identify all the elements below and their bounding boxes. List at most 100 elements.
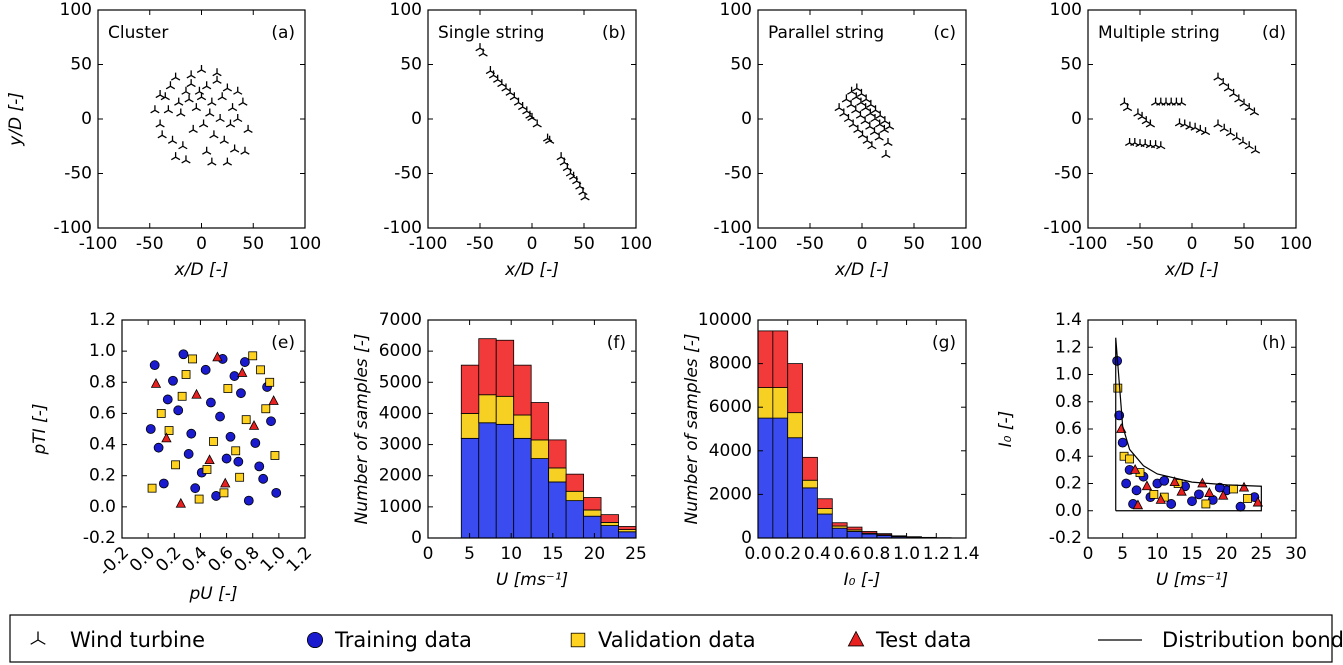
- turbine: [194, 86, 205, 95]
- training-point: [1235, 501, 1246, 512]
- y-tick-label: -100: [1043, 218, 1082, 238]
- training-point: [211, 491, 222, 501]
- histogram-bar: [495, 395, 515, 425]
- y-tick-label: 0: [411, 528, 422, 548]
- turbine: [1213, 72, 1223, 81]
- x-tick-label: 0.6: [834, 544, 861, 564]
- x-tick-label: 10: [1147, 544, 1169, 564]
- test-point: [237, 367, 248, 377]
- test-point: [161, 432, 172, 443]
- turbine: [866, 99, 876, 108]
- histogram-bar: [530, 439, 550, 459]
- y-axis-label: y/D [-]: [6, 92, 26, 147]
- turbine: [181, 155, 191, 164]
- turbine: [1249, 107, 1260, 116]
- validation-point: [1113, 383, 1123, 393]
- turbine: [1176, 97, 1187, 106]
- y-tick-label: -100: [713, 218, 752, 238]
- histogram-bar: [772, 417, 789, 539]
- turbine: [170, 152, 181, 161]
- x-tick-label: 0.8: [863, 544, 890, 564]
- turbine: [229, 144, 240, 153]
- x-tick-label: -100: [739, 234, 778, 254]
- turbine: [879, 124, 889, 133]
- panel-label: (e): [271, 333, 295, 353]
- x-tick-label: 0.2: [774, 544, 801, 564]
- x-tick-label: -100: [79, 234, 118, 254]
- validation-point: [248, 351, 258, 361]
- turbine: [186, 79, 196, 88]
- turbine: [150, 105, 160, 114]
- x-tick-label: 50: [1233, 234, 1255, 254]
- y-tick-label: 5000: [379, 372, 422, 392]
- histogram-bar: [478, 394, 497, 424]
- x-tick-label: 1.4: [952, 544, 979, 564]
- histogram-bar: [583, 509, 602, 517]
- turbine: [1232, 132, 1242, 141]
- y-axis-label: pTI [-]: [30, 404, 50, 456]
- turbine: [207, 157, 217, 166]
- turbine: [1228, 88, 1239, 97]
- histogram-bar: [565, 473, 584, 492]
- training-point: [215, 411, 225, 422]
- x-axis-label: x/D [-]: [1164, 260, 1219, 280]
- validation-point: [209, 437, 218, 446]
- y-tick-label: 0: [741, 528, 752, 548]
- x-axis-label: x/D [-]: [174, 260, 229, 280]
- training-point: [1214, 482, 1225, 493]
- turbine: [1133, 108, 1143, 117]
- turbine: [862, 135, 872, 144]
- histogram-bar: [565, 500, 584, 539]
- turbine: [1239, 98, 1249, 107]
- panel-label: (a): [271, 23, 295, 43]
- x-tick-label: 50: [573, 234, 595, 254]
- panel-title: Multiple string: [1098, 23, 1220, 43]
- y-tick-label: 1000: [379, 497, 422, 517]
- test-point: [1141, 480, 1153, 491]
- training-point: [1159, 475, 1170, 486]
- x-tick-label: 0: [527, 234, 538, 254]
- training-point: [254, 461, 265, 472]
- turbine: [243, 124, 253, 133]
- histogram-bar: [772, 387, 789, 419]
- test-point: [150, 377, 162, 388]
- turbine: [202, 146, 212, 155]
- turbine: [163, 105, 174, 114]
- histogram-bar: [802, 479, 818, 489]
- turbine: [155, 90, 165, 99]
- turbine: [542, 133, 553, 142]
- panel-label: (d): [1262, 23, 1286, 43]
- turbine: [1150, 140, 1161, 149]
- turbine: [1130, 137, 1140, 147]
- y-tick-label: -0.2: [83, 528, 116, 548]
- histogram-bar: [787, 363, 803, 414]
- histogram-bar: [495, 339, 515, 397]
- y-tick-label: 4000: [379, 403, 422, 423]
- training-point: [162, 394, 173, 405]
- turbine: [856, 88, 867, 97]
- x-tick-label: 25: [625, 544, 647, 564]
- training-point: [145, 424, 156, 434]
- panel-label: (b): [602, 23, 626, 43]
- y-tick-label: 10000: [698, 310, 752, 330]
- validation-point: [177, 391, 187, 401]
- x-tick-label: 10: [500, 544, 522, 564]
- turbine: [880, 116, 890, 125]
- turbine: [834, 103, 844, 112]
- training-point: [153, 442, 164, 453]
- x-tick-label: 100: [950, 234, 982, 254]
- validation-point: [1149, 489, 1159, 499]
- turbine: [870, 105, 881, 114]
- legend-label: Training data: [334, 628, 472, 652]
- turbine: [191, 103, 201, 112]
- turbine: [165, 81, 176, 90]
- test-point: [1238, 481, 1250, 492]
- validation-point: [219, 488, 229, 498]
- histogram-bar: [831, 522, 848, 527]
- turbine: [1223, 83, 1234, 92]
- x-tick-label: 0: [1083, 544, 1094, 564]
- panel-label: (f): [607, 333, 626, 353]
- turbine: [222, 157, 233, 166]
- turbine: [1244, 141, 1254, 150]
- legend-marker: [570, 632, 586, 648]
